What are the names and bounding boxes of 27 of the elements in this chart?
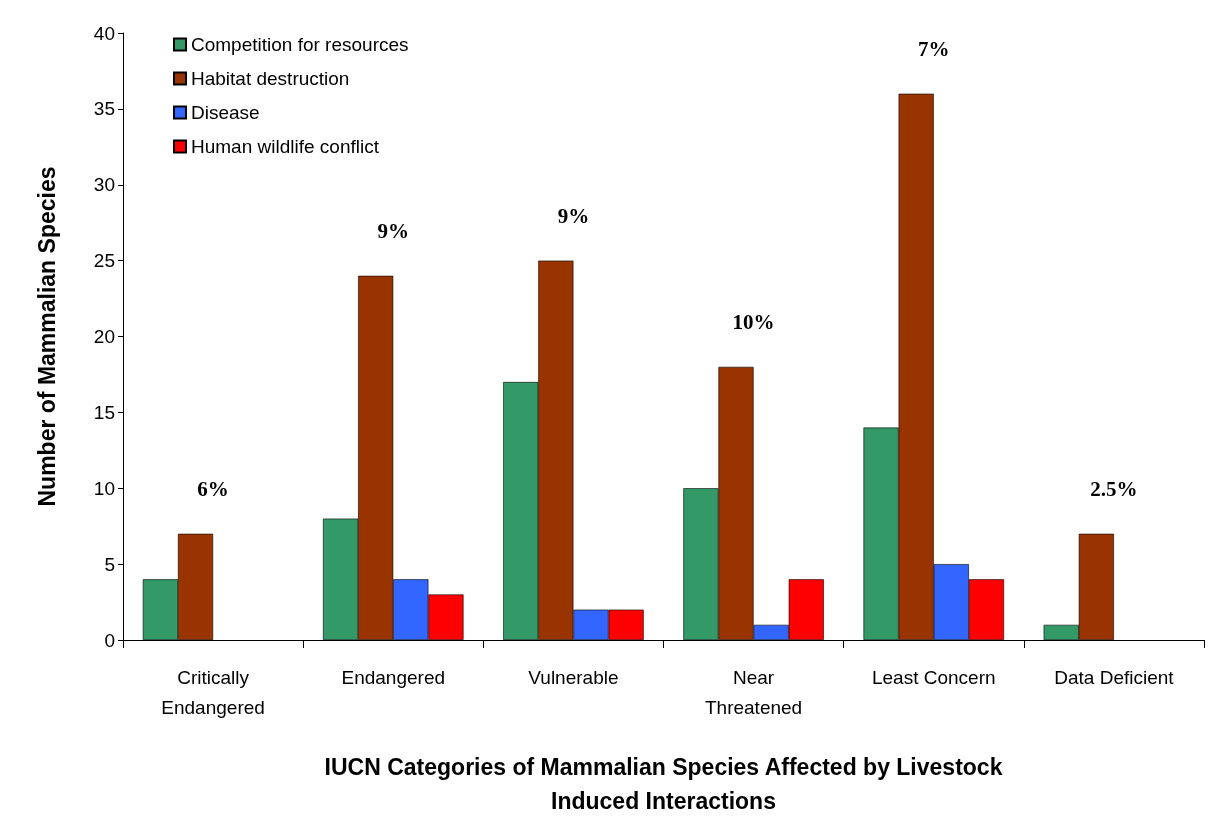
annotation: 10% bbox=[732, 309, 775, 334]
legend-label: Human wildlife conflict bbox=[191, 136, 380, 157]
y-tick-label: 0 bbox=[104, 629, 115, 651]
x-tick-label: Least Concern bbox=[871, 666, 996, 688]
legend-label: Competition for resources bbox=[191, 34, 409, 55]
y-tick-label: 20 bbox=[93, 326, 115, 347]
x-tick-label: Near Threatened bbox=[704, 666, 803, 718]
y-tick-label: 30 bbox=[93, 174, 115, 196]
y-tick-label: 5 bbox=[104, 553, 115, 575]
x-tick-label: Endangered bbox=[341, 666, 446, 688]
y-axis-title: Number of Mammalian Species bbox=[33, 166, 60, 507]
y-tick-label: 35 bbox=[93, 98, 115, 120]
x-tick-label: Data Deficient bbox=[1054, 666, 1175, 688]
y-tick-label: 15 bbox=[93, 401, 115, 423]
x-tick-label: Critically Endangered bbox=[161, 666, 265, 718]
y-tick-label: 25 bbox=[93, 250, 115, 272]
annotation: 9% bbox=[557, 203, 590, 228]
legend-label: Disease bbox=[191, 102, 260, 123]
annotation: 7% bbox=[918, 36, 950, 61]
legend-label: Habitat destruction bbox=[191, 68, 350, 89]
annotation: 6% bbox=[197, 476, 229, 501]
annotation: 2.5% bbox=[1090, 476, 1138, 501]
annotation: 9% bbox=[377, 218, 409, 243]
y-tick-label: 10 bbox=[93, 477, 115, 499]
x-axis-title: IUCN Categories of Mammalian Species Affected by Livestock Induced Interactions bbox=[324, 754, 1003, 814]
x-tick-label: Vulnerable bbox=[528, 666, 619, 688]
y-tick-label: 40 bbox=[93, 22, 115, 44]
